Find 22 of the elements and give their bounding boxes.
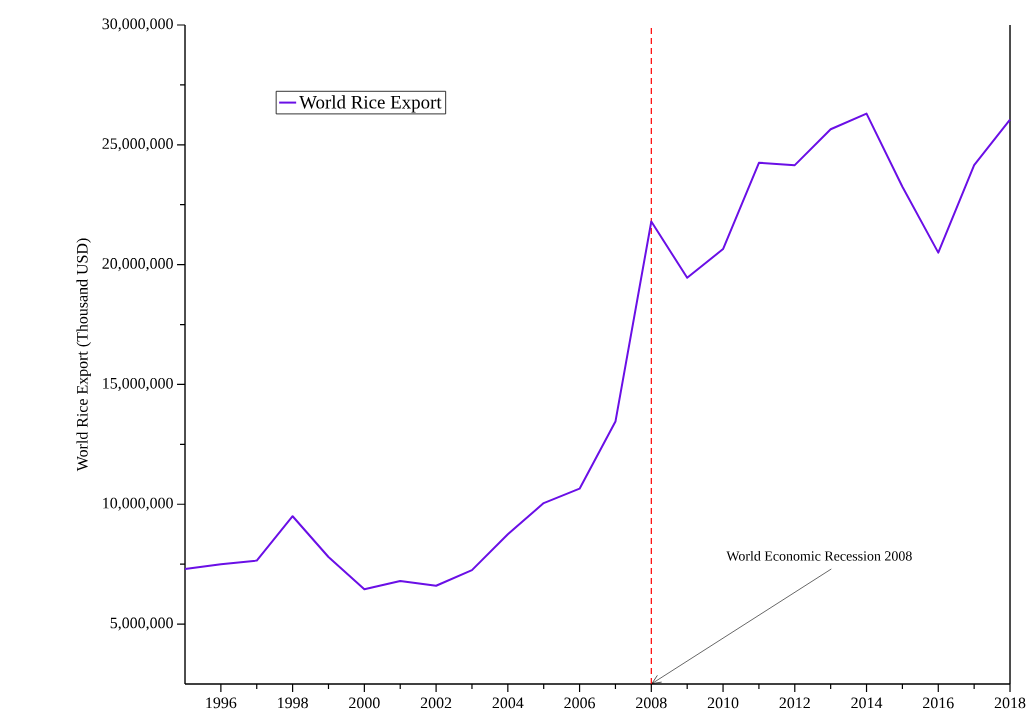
x-tick-label: 1998: [278, 697, 308, 709]
legend-label: World Rice Export: [299, 95, 442, 113]
x-tick-label: 2010: [707, 697, 739, 709]
y-tick-label: 30,000,000: [102, 18, 173, 32]
y-tick-label: 10,000,000: [103, 497, 173, 511]
y-tick-label: 15,000,000: [103, 377, 173, 391]
x-tick-label: 2012: [779, 697, 810, 709]
x-tick-label: 2018: [994, 697, 1026, 709]
y-tick-label: 20,000,000: [102, 258, 173, 272]
x-tick-label: 2014: [851, 697, 883, 709]
y-tick-label: 25,000,000: [102, 138, 173, 152]
annotation: World Economic Recession 2008: [726, 550, 912, 561]
line-series: [184, 112, 1012, 591]
y-tick-label: 5,000,000: [110, 617, 173, 631]
x-tick-label: 2000: [349, 697, 380, 709]
x-tick-label: 2004: [492, 697, 524, 709]
x-tick-label: 2002: [420, 697, 452, 709]
y-axis-title: World Rice Export (Thousand USD): [76, 238, 91, 472]
x-tick-label: 2008: [636, 697, 667, 709]
x-tick-label: 2016: [923, 697, 954, 709]
x-tick-label: 2006: [564, 697, 596, 709]
x-tick-label: 1996: [206, 697, 237, 709]
